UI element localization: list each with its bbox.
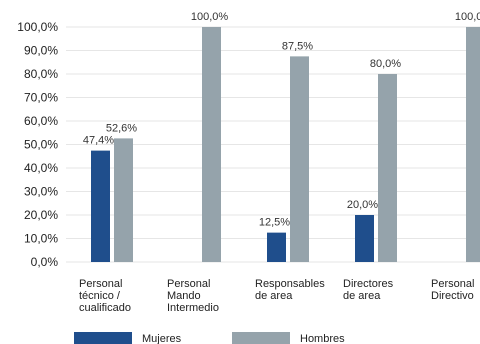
y-tick-label: 50,0% (24, 138, 58, 152)
y-tick-label: 0,0% (31, 255, 59, 269)
x-category-label: Responsables de area (255, 278, 325, 302)
x-category-label-line: técnico / (79, 290, 121, 302)
y-tick-label: 10,0% (24, 232, 58, 246)
legend-label-mujeres: Mujeres (142, 333, 182, 344)
x-category-label-line: Personal (431, 278, 474, 290)
x-category-label: Directores de area (343, 278, 394, 302)
data-label: 80,0% (370, 58, 401, 70)
bar-hombres (466, 27, 480, 262)
data-label: 47,4% (83, 135, 114, 147)
x-category-label-line: de area (343, 290, 381, 302)
x-category-label: Personal Mando Intermedio (167, 278, 219, 314)
y-axis: 0,0% 10,0% 20,0% 30,0% 40,0% 50,0% 60,0% 70,0% 8… (17, 20, 58, 269)
bar-hombres (202, 27, 221, 262)
bars (91, 27, 480, 262)
x-category-label-line: de area (255, 290, 293, 302)
data-label: 87,5% (282, 40, 313, 52)
x-category-label-line: Personal (167, 278, 210, 290)
data-label: 100,0% (455, 11, 480, 23)
x-category-label-line: Mando (167, 290, 201, 302)
x-category-label: Personal Directivo (431, 278, 474, 302)
y-tick-label: 30,0% (24, 185, 58, 199)
legend-swatch-mujeres (74, 332, 132, 344)
x-category-label-line: Personal (79, 278, 122, 290)
x-category-label-line: Directores (343, 278, 394, 290)
data-label: 20,0% (347, 199, 378, 211)
x-category-label-line: Responsables (255, 278, 325, 290)
data-label: 52,6% (106, 122, 137, 134)
data-label: 12,5% (259, 217, 290, 229)
bar-hombres (114, 138, 133, 262)
bar-hombres (290, 56, 309, 262)
x-category-label-line: Directivo (431, 290, 474, 302)
bar-mujeres (355, 215, 374, 262)
data-label: 100,0% (191, 11, 229, 23)
x-category-label-line: Intermedio (167, 302, 219, 314)
bar-hombres (378, 74, 397, 262)
bar-mujeres (267, 232, 286, 262)
data-labels: 47,4%52,6% 100,0% 12,5% 87,5% 20,0% 80,0% 100,… (83, 11, 480, 229)
y-tick-label: 60,0% (24, 114, 58, 128)
y-tick-label: 90,0% (24, 44, 58, 58)
y-tick-label: 100,0% (17, 20, 58, 34)
gridlines (66, 26, 480, 263)
y-tick-label: 70,0% (24, 91, 58, 105)
x-category-label: Personal técnico / cualificado (79, 278, 131, 314)
y-tick-label: 40,0% (24, 161, 58, 175)
y-tick-label: 20,0% (24, 208, 58, 222)
legend: Mujeres Hombres (74, 332, 345, 344)
legend-label-hombres: Hombres (300, 333, 345, 344)
y-tick-label: 80,0% (24, 67, 58, 81)
bar-mujeres (91, 150, 110, 262)
legend-swatch-hombres (232, 332, 290, 344)
x-category-label-line: cualificado (79, 302, 131, 314)
